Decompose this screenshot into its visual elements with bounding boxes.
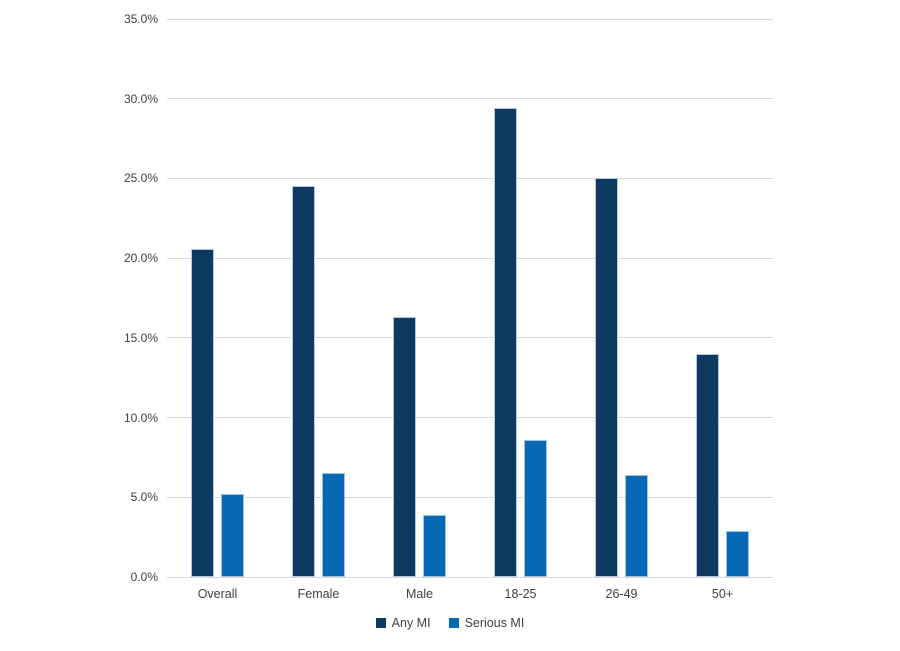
bar-any-mi xyxy=(696,353,719,577)
legend-swatch-icon xyxy=(448,618,459,628)
legend-label: Any MI xyxy=(391,616,431,630)
bar-serious-mi xyxy=(726,530,749,577)
x-axis-tick-label: Overall xyxy=(197,587,238,601)
y-axis-tick-label: 15.0% xyxy=(123,330,158,345)
bar-serious-mi xyxy=(625,474,648,577)
bar-serious-mi xyxy=(524,439,547,577)
bar-any-mi xyxy=(595,178,618,577)
y-axis-tick-label: 30.0% xyxy=(123,91,158,106)
bar-serious-mi xyxy=(423,514,446,577)
x-axis-tick-label: 26-49 xyxy=(605,587,638,601)
gridline xyxy=(167,576,773,578)
bar-any-mi xyxy=(393,317,416,577)
gridline xyxy=(167,417,773,419)
gridline xyxy=(167,18,773,20)
y-axis-tick-label: 20.0% xyxy=(123,251,158,266)
y-axis-tick-label: 35.0% xyxy=(123,12,158,26)
legend-item-any-mi: Any MI xyxy=(375,616,431,630)
x-axis-tick-label: 50+ xyxy=(711,587,734,601)
bar-any-mi xyxy=(494,108,517,577)
gridline xyxy=(167,177,773,179)
gridline xyxy=(167,98,773,100)
bar-serious-mi xyxy=(322,473,345,577)
x-axis-tick-label: 18-25 xyxy=(504,587,537,601)
gridline xyxy=(167,257,773,259)
legend-label: Serious MI xyxy=(464,616,525,630)
gridline xyxy=(167,337,773,339)
bar-any-mi xyxy=(292,186,315,577)
bar-any-mi xyxy=(191,248,214,577)
plot-area xyxy=(167,18,773,578)
legend-item-serious-mi: Serious MI xyxy=(448,616,525,630)
y-axis-tick-label: 0.0% xyxy=(130,570,158,584)
gridline xyxy=(167,496,773,498)
legend: Any MI Serious MI xyxy=(0,616,900,630)
y-axis-tick-label: 25.0% xyxy=(123,171,158,186)
y-axis-tick-label: 10.0% xyxy=(123,410,158,425)
x-axis-tick-label: Female xyxy=(297,587,340,601)
x-axis-tick-label: Male xyxy=(405,587,434,601)
legend-swatch-icon xyxy=(375,618,386,628)
bar-serious-mi xyxy=(221,494,244,577)
y-axis-tick-label: 5.0% xyxy=(130,490,158,505)
